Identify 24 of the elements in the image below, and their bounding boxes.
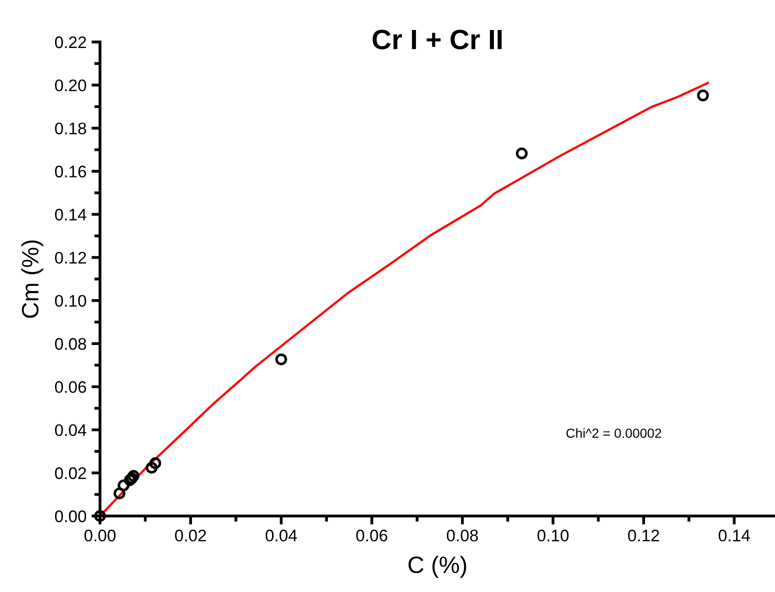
- y-tick-label: 0.18: [55, 122, 86, 134]
- y-tick-label: 0.02: [55, 467, 86, 480]
- x-axis-title: C (%): [408, 556, 466, 578]
- y-tick-label: 0.14: [55, 208, 86, 221]
- x-tick-label: 0.14: [718, 530, 750, 542]
- chart-title: Cr I + Cr II: [372, 30, 502, 50]
- y-tick-label: 0.08: [55, 338, 86, 350]
- y-tick-label: 0.04: [55, 424, 86, 436]
- x-tick-label: 0.06: [356, 530, 388, 542]
- x-tick-label: 0.02: [175, 530, 206, 542]
- y-tick-label: 0.06: [55, 381, 86, 393]
- annotation: Chi^2 = 0.00002: [566, 428, 662, 438]
- y-tick-label: 0.16: [55, 166, 86, 178]
- x-tick-label: 0.10: [537, 530, 569, 542]
- y-tick-label: 0.00: [55, 510, 86, 522]
- y-axis-title: Cm (%): [21, 240, 44, 318]
- x-tick-label: 0.04: [266, 530, 297, 542]
- y-tick-label: 0.20: [55, 79, 86, 92]
- x-tick-label: 0.00: [84, 530, 116, 542]
- y-tick-label: 0.10: [55, 294, 86, 307]
- x-tick-label: 0.08: [446, 530, 478, 542]
- x-tick-label: 0.12: [628, 530, 660, 542]
- y-tick-label: 0.12: [55, 252, 86, 264]
- y-tick-label: 0.22: [55, 36, 86, 48]
